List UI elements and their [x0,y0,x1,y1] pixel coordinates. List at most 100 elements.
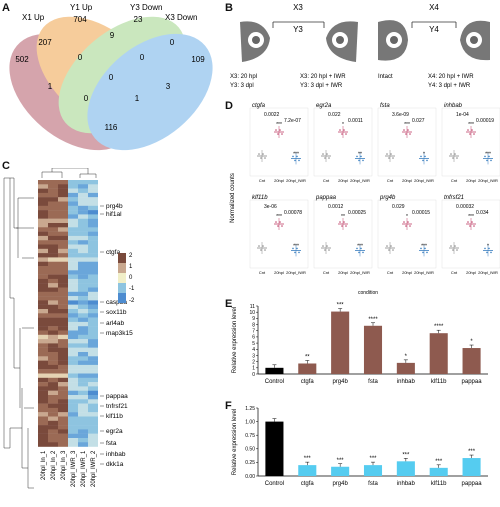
heatmap-cell [78,420,88,426]
p-value: 3.6e-09 [392,112,409,118]
heatmap-cell [88,347,98,353]
heatmap-cell [58,201,68,206]
gene-label: arl4ab [106,320,124,327]
venn-count: 0 [109,73,114,82]
heatmap-cell [58,287,68,292]
heatmap-cell [58,218,68,224]
heatmap-cell [68,257,78,262]
heatmap-cell [78,373,88,378]
data-point [420,247,422,250]
heatmap-cell [48,386,58,391]
heatmap-cell [88,412,98,417]
heatmap-cell [38,244,48,249]
heatmap-cell [38,309,48,314]
heatmap-cell [78,364,88,370]
heatmap-cell [48,184,58,189]
heatmap-cell [58,416,68,421]
heatmap-cell [78,390,88,396]
significance-stars: *** [337,458,345,464]
heatmap-cell [58,321,68,327]
data-point [356,155,358,158]
heatmap-cell [58,184,68,189]
heatmap-cell [68,240,78,245]
condition-text: Y4: 3 dpl + IWR [428,83,471,89]
heatmap-cell [48,347,58,353]
significance-stars: ** [358,151,362,157]
heatmap-cell [88,197,98,202]
dot-plot-frame [377,107,437,177]
heatmap-cell [78,356,88,361]
heatmap-cell [58,266,68,271]
data-point [390,153,392,155]
y-axis-label: Normalized counts [230,173,236,223]
data-point [386,245,388,247]
heatmap-cell [48,296,58,301]
significance-stars: * [423,151,425,157]
heatmap-cell [48,240,58,245]
heatmap-cell [48,403,58,409]
dot-plot-title: klf11b [252,195,268,201]
heatmap-cell [58,210,68,215]
y-tick-label: 6 [252,335,255,341]
y-tick-label: 11 [250,304,255,310]
heatmap-cell [48,369,58,374]
heatmap-cell [68,231,78,237]
heatmap-cell [68,235,78,241]
data-point [279,129,281,131]
data-point [403,129,405,131]
heatmap-cell [68,304,78,310]
data-point [484,247,486,250]
y-tick-label: 0 [252,372,255,378]
heatmap-cell [48,218,58,224]
heatmap-cell [78,192,88,198]
heatmap-cell [38,321,48,327]
heatmap-cell [48,278,58,284]
heatmap-cell [38,399,48,404]
heatmap-cell [88,205,98,211]
heatmap-cell [78,205,88,211]
group-label: 20hpl [338,178,348,183]
heatmap-cell [78,300,88,305]
group-label: Cnt [323,270,330,275]
heatmap-cell [88,386,98,391]
y-tick-label: 0.00 [245,474,255,480]
y-tick-label: 5 [252,341,255,347]
condition-text: Y3: 3 dpl + IWR [300,83,343,89]
data-point [296,155,298,158]
bar [363,465,383,476]
heatmap-cell [68,188,78,194]
venn-count: 0 [140,53,145,62]
gene-label: sox11b [106,309,127,316]
heatmap-cell [68,261,78,267]
data-point [490,251,492,254]
data-point [390,245,392,247]
heatmap-cell [78,218,88,224]
heatmap-cell [48,343,58,348]
heatmap-cell [48,188,58,194]
heatmap-cell [68,205,78,211]
heatmap-cell [48,287,58,292]
experiment-schematic: X3 Y3 X4 Y4 X3: 20 hpl Y3: 3 dpl X3: 20 … [230,3,490,89]
heatmap-cell [68,300,78,305]
heatmap-cell [68,343,78,348]
bar [462,348,481,374]
heatmap-cell [88,334,98,340]
venn-label-x3: X3 Down [165,13,197,22]
heatmap-cell [58,270,68,275]
heatmap-column-label: 20hpl_ln_2 [51,450,57,480]
heatmap-cell [78,347,88,353]
heatmap-column-label: 20hpl_IWR_2 [91,450,97,487]
heatmap-cell [38,425,48,430]
heatmap-cell [68,403,78,409]
category-label: klf11b [431,379,447,385]
heatmap-cell [68,309,78,314]
data-point [322,153,324,155]
group-label: 20hpl [402,270,412,275]
label-x3: X3 [293,3,303,12]
y-tick-label: 1.00 [245,419,255,425]
heatmap-cell [88,274,98,280]
heatmap-cell [88,304,98,310]
heatmap-cell [78,407,88,413]
heatmap-cell [48,227,58,232]
